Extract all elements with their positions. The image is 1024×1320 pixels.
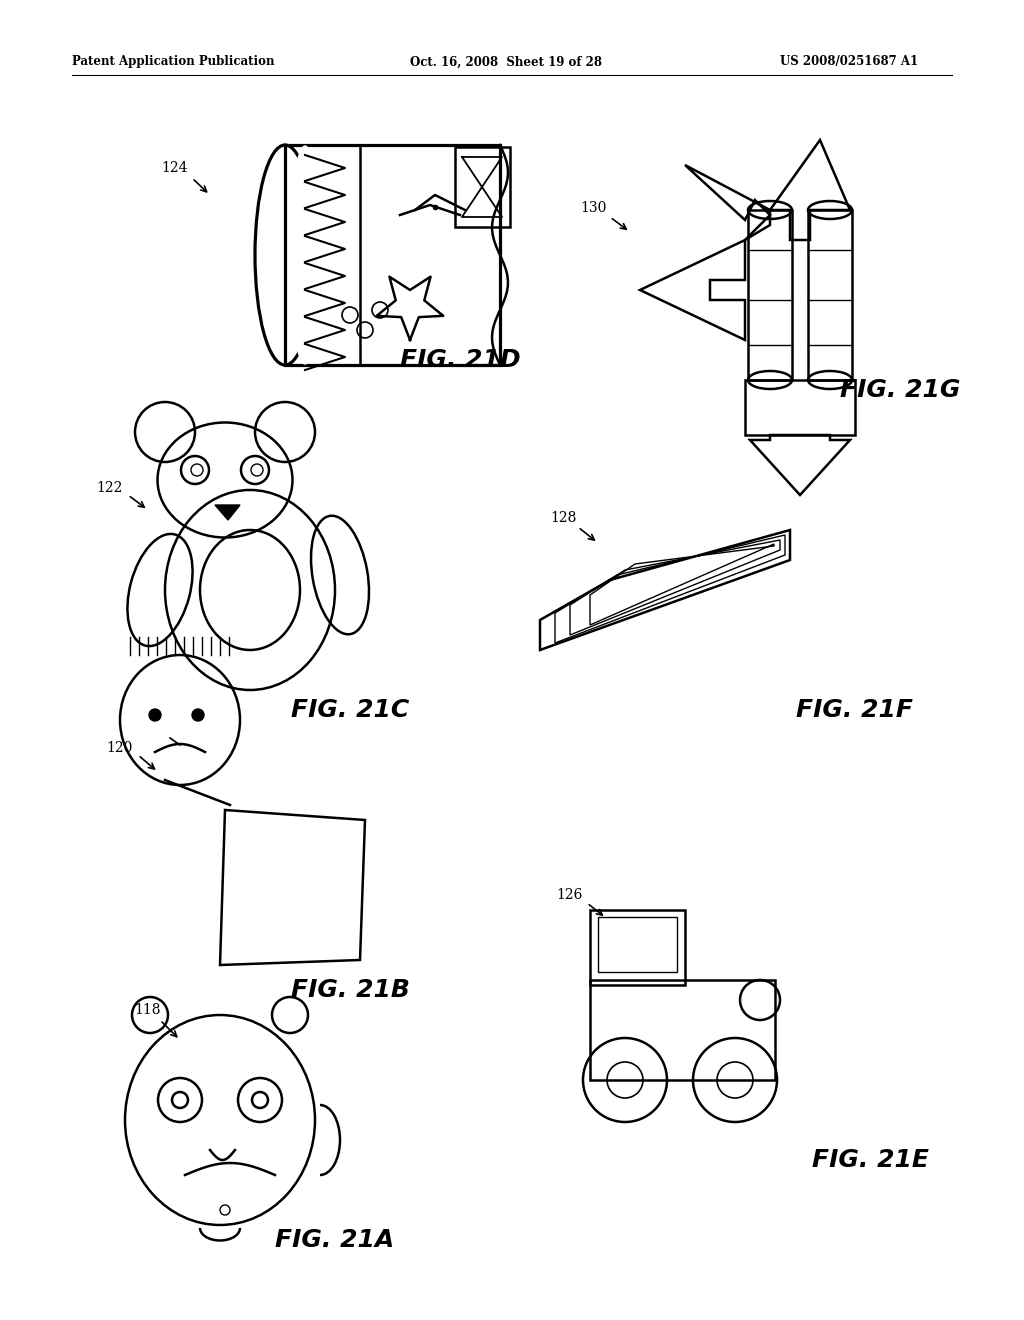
Text: 122: 122	[97, 480, 123, 495]
Text: 120: 120	[106, 741, 133, 755]
Text: FIG. 21F: FIG. 21F	[797, 698, 913, 722]
Text: 126: 126	[557, 888, 584, 902]
Bar	[748, 210, 792, 380]
Bar	[808, 210, 852, 380]
Text: FIG. 21A: FIG. 21A	[275, 1228, 394, 1251]
Text: 118: 118	[135, 1003, 161, 1016]
Bar	[598, 917, 677, 972]
Bar	[285, 145, 500, 366]
Text: 128: 128	[550, 511, 577, 525]
Circle shape	[193, 709, 204, 721]
Text: FIG. 21D: FIG. 21D	[399, 348, 520, 372]
Text: FIG. 21E: FIG. 21E	[811, 1148, 929, 1172]
Ellipse shape	[290, 147, 319, 364]
Text: Oct. 16, 2008  Sheet 19 of 28: Oct. 16, 2008 Sheet 19 of 28	[410, 55, 602, 69]
Text: Patent Application Publication: Patent Application Publication	[72, 55, 274, 69]
Text: US 2008/0251687 A1: US 2008/0251687 A1	[780, 55, 919, 69]
Text: FIG. 21G: FIG. 21G	[840, 378, 961, 403]
Text: 124: 124	[162, 161, 188, 176]
Bar	[745, 380, 855, 436]
Bar	[590, 909, 685, 985]
Text: FIG. 21B: FIG. 21B	[291, 978, 410, 1002]
Bar	[590, 979, 775, 1080]
Circle shape	[150, 709, 161, 721]
Bar	[455, 147, 510, 227]
Text: FIG. 21C: FIG. 21C	[291, 698, 410, 722]
Text: 130: 130	[580, 201, 606, 215]
Polygon shape	[215, 506, 240, 520]
